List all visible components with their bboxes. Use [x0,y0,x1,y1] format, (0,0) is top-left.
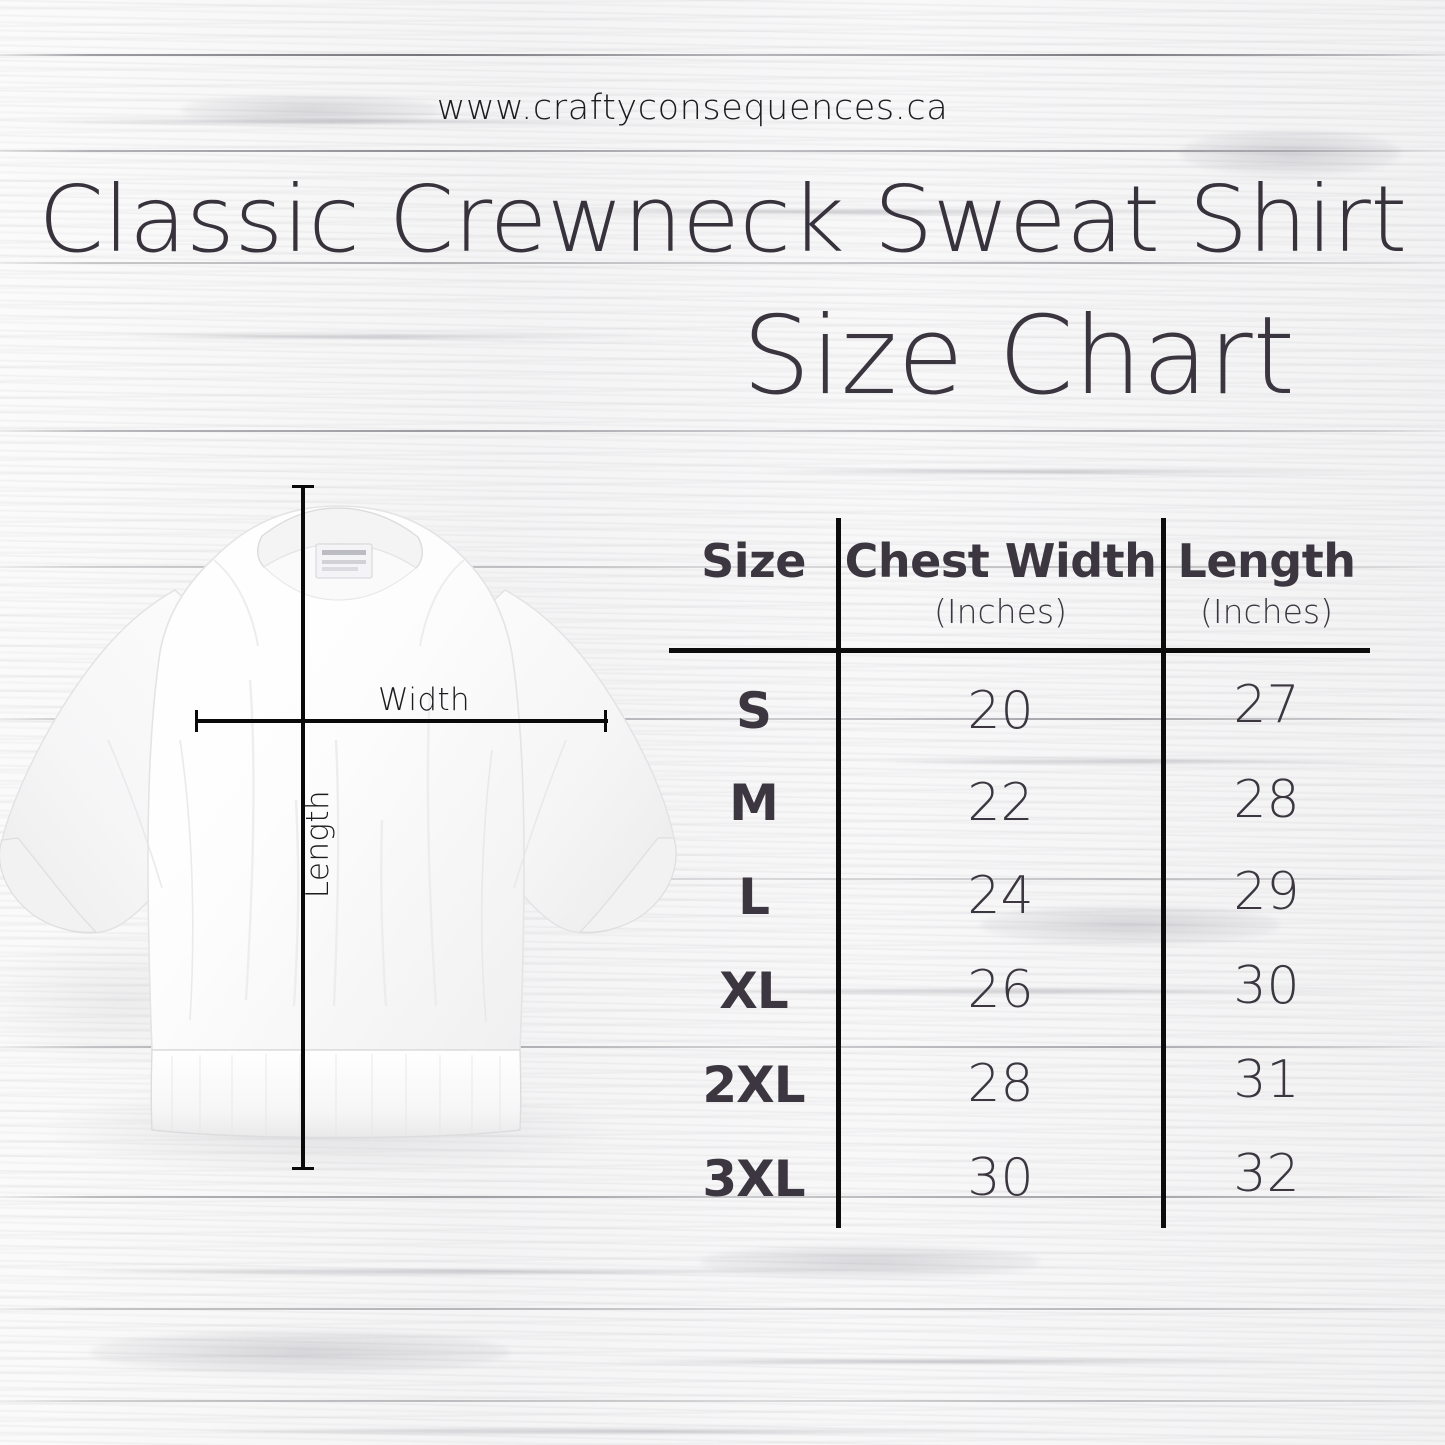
table-row: L [738,868,770,926]
table-row: 30 [967,1148,1034,1208]
length-guide-cap-bottom [292,1167,314,1170]
table-row: 32 [1233,1144,1300,1204]
wood-knot [700,1245,1040,1279]
column-header-size: Size [701,534,806,588]
width-guide-cap-left [195,710,198,732]
wood-grain [520,210,1220,213]
table-row: 27 [1233,675,1300,735]
length-guide-line [301,486,305,1170]
table-row: XL [719,962,788,1020]
wood-grain [40,120,660,123]
table-row: 22 [967,773,1034,833]
wood-knot [980,905,1280,945]
column-header-length: Length [1177,534,1356,588]
page-subtitle: Size Chart [742,294,1295,419]
table-row: 28 [1233,770,1300,830]
table-row: 28 [967,1054,1034,1114]
plank-seam [0,1046,1445,1048]
table-header-rule [669,648,1370,653]
column-header-chest-width: Chest Width [844,534,1157,588]
table-row: 20 [967,681,1034,741]
wood-grain [120,335,660,338]
table-row: 31 [1233,1050,1300,1110]
table-row: M [729,774,779,832]
width-label: Width [378,682,471,718]
length-guide-cap-top [292,485,314,488]
sweatshirt-illustration [0,505,677,1178]
table-divider-1 [836,518,841,1228]
wood-grain [880,760,1400,763]
table-row: S [735,682,772,740]
plank-seam [0,430,1445,432]
wood-knot [90,1330,510,1374]
plank-seam [0,54,1445,56]
wood-grain [600,1360,1360,1363]
width-guide-cap-right [604,710,607,732]
table-row: 26 [967,960,1034,1020]
wood-grain [200,1430,1100,1433]
plank-seam [0,566,1445,568]
plank-seam [0,1308,1445,1310]
plank-seam [0,718,1445,720]
wood-grain [60,1270,860,1273]
table-row: 30 [1233,956,1300,1016]
table-divider-2 [1161,518,1166,1228]
plank-seam [0,878,1445,880]
plank-seam [0,1196,1445,1198]
column-header-chest-unit: (Inches) [934,592,1067,631]
plank-seam [0,150,1445,152]
wood-grain [700,990,1400,993]
wood-knot [180,95,440,125]
plank-seam [0,262,1445,264]
table-row: 29 [1233,862,1300,922]
brand-tag [315,543,373,579]
wood-grain [760,470,1380,473]
table-row: 3XL [702,1150,805,1208]
plank-seam [0,1400,1445,1402]
table-row: 24 [967,866,1034,926]
table-row: 2XL [702,1056,805,1114]
column-header-length-unit: (Inches) [1200,592,1333,631]
sweatshirt-image [0,440,680,1200]
wood-knot [1180,130,1400,176]
page-title: Classic Crewneck Sweat Shirt [38,166,1407,273]
length-label: Length [300,790,336,899]
website-url: www.craftyconsequences.ca [436,88,949,128]
width-guide-line [196,719,608,723]
